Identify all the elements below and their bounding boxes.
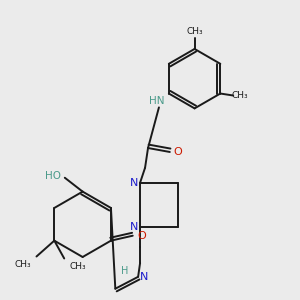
- Text: CH₃: CH₃: [70, 262, 86, 271]
- Text: N: N: [140, 272, 148, 282]
- Text: O: O: [137, 231, 146, 241]
- Text: H: H: [121, 266, 128, 276]
- Text: N: N: [130, 222, 138, 232]
- Text: HO: HO: [45, 171, 61, 181]
- Text: CH₃: CH₃: [232, 91, 248, 100]
- Text: CH₃: CH₃: [186, 27, 203, 36]
- Text: CH₃: CH₃: [14, 260, 31, 269]
- Text: O: O: [173, 147, 182, 157]
- Text: N: N: [130, 178, 138, 188]
- Text: HN: HN: [149, 97, 165, 106]
